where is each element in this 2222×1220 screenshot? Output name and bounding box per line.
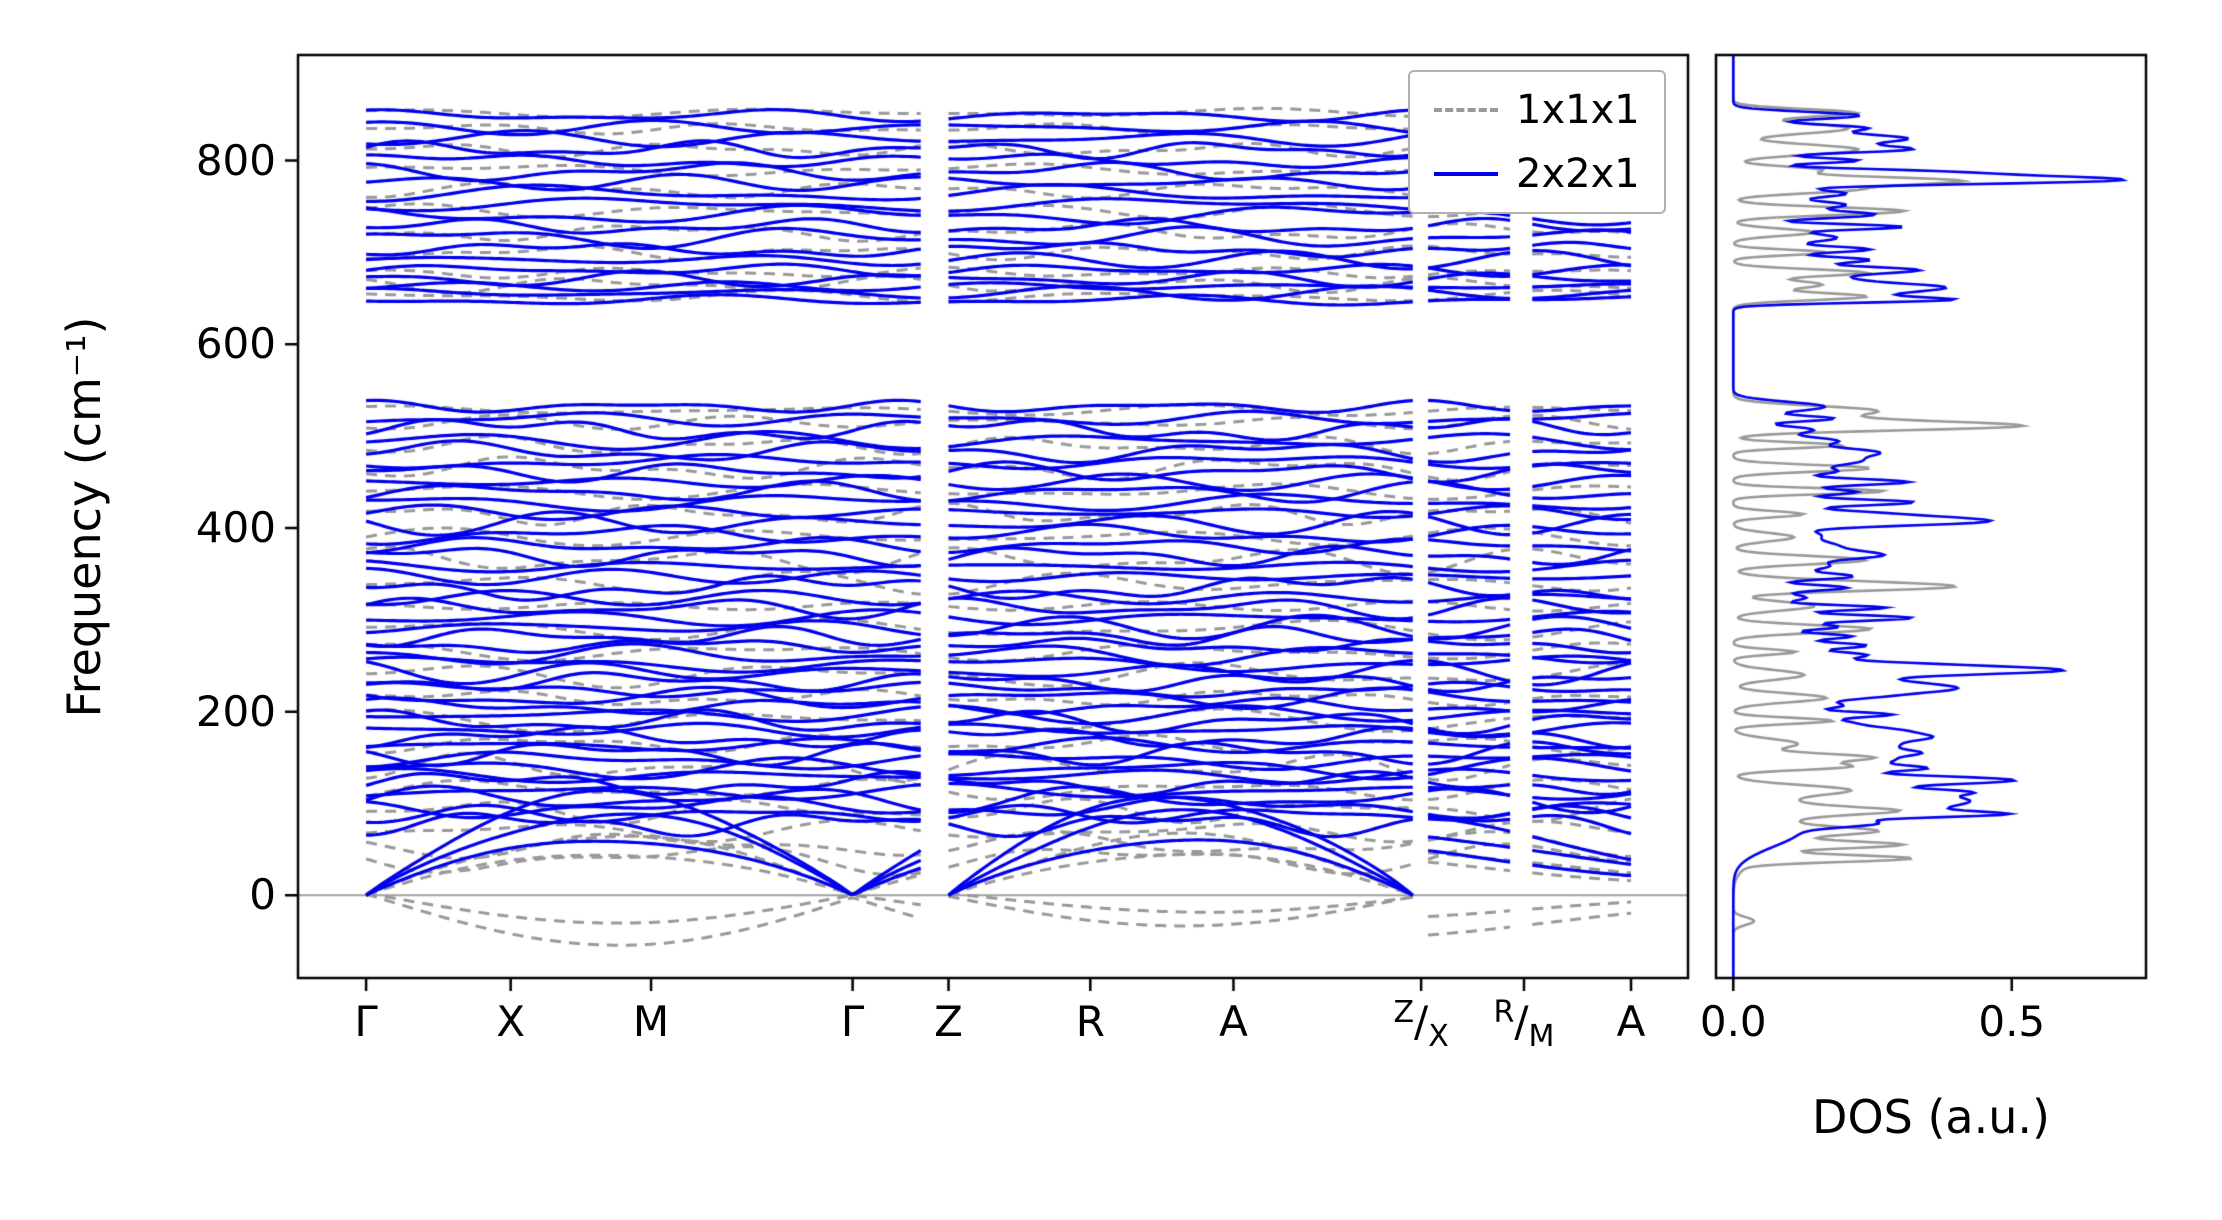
solid-blue-line-sample	[1434, 172, 1498, 176]
kpoint-tick-label: A	[1219, 997, 1248, 1046]
frequency-tick-label: 600	[195, 319, 276, 369]
legend-entry-2x2x1: 2x2x1	[1434, 150, 1640, 198]
frequency-tick-label: 800	[195, 135, 276, 185]
legend-entry-1x1x1: 1x1x1	[1434, 86, 1640, 134]
kpoint-tick-label: A	[1616, 997, 1646, 1046]
legend-label-2x2x1: 2x2x1	[1516, 151, 1640, 197]
kpoint-tick-label: Γ	[354, 997, 378, 1046]
kpoint-tick-label: Γ	[840, 997, 865, 1046]
kpoint-tick-label: X	[496, 997, 526, 1046]
kpoint-tick-label: M	[632, 997, 670, 1046]
dos-axis-label: DOS (a.u.)	[1812, 1090, 2050, 1144]
frequency-tick-label: 0	[249, 870, 276, 920]
kpoint-tick-label: R/M	[1493, 995, 1555, 1054]
frequency-tick-label: 200	[195, 686, 276, 736]
legend-label-1x1x1: 1x1x1	[1516, 87, 1640, 133]
dos-tick-label: 0.0	[1699, 997, 1767, 1046]
legend: 1x1x1 2x2x1	[1408, 70, 1666, 214]
frequency-tick-label: 400	[195, 502, 276, 552]
dashed-gray-line-sample	[1434, 108, 1498, 112]
kpoint-tick-label: Z/X	[1393, 995, 1449, 1054]
dos-tick-label: 0.5	[1978, 997, 2046, 1046]
kpoint-tick-label: Z	[934, 997, 963, 1046]
kpoint-tick-label: R	[1075, 997, 1105, 1046]
